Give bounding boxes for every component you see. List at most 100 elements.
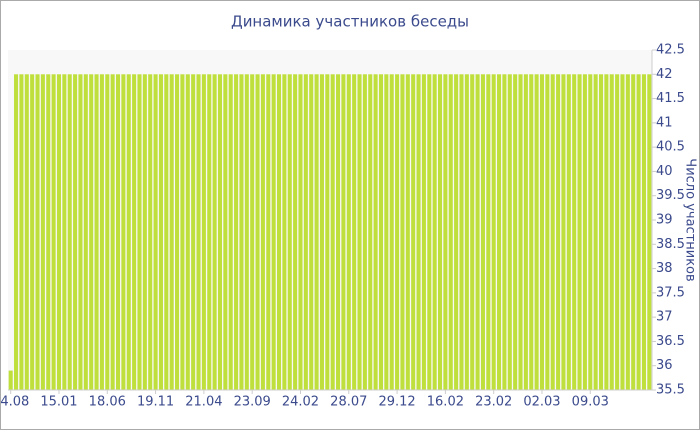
- bar: [513, 74, 518, 391]
- x-tick-label: 29.12: [378, 395, 415, 410]
- bar: [223, 74, 228, 391]
- bar: [470, 74, 475, 391]
- bar: [115, 74, 121, 391]
- chart-title: Динамика участников беседы: [231, 13, 469, 31]
- bar: [604, 74, 609, 391]
- bar: [534, 74, 539, 391]
- bar: [615, 74, 620, 391]
- bar: [51, 74, 56, 391]
- bar: [459, 74, 464, 391]
- bar: [19, 74, 24, 391]
- y-tick-label: 37: [656, 310, 673, 325]
- bar: [352, 74, 357, 391]
- bar: [35, 74, 40, 391]
- bar: [625, 74, 630, 391]
- bar: [362, 74, 367, 391]
- bar: [384, 74, 389, 391]
- plot-area: [8, 50, 652, 390]
- bar: [556, 74, 561, 391]
- x-tick-label: 15.01: [40, 395, 77, 410]
- bar: [421, 74, 426, 391]
- bar: [636, 74, 641, 391]
- bar: [550, 74, 555, 391]
- bar: [598, 74, 604, 391]
- bar: [250, 74, 255, 391]
- bar: [196, 74, 201, 391]
- y-tick-label: 36: [656, 358, 673, 373]
- bar: [464, 74, 469, 391]
- bar: [572, 74, 577, 391]
- bar: [641, 74, 646, 391]
- y-tick-label: 39.5: [656, 188, 685, 203]
- bar: [217, 74, 223, 391]
- bar: [561, 74, 566, 391]
- bar: [448, 74, 453, 391]
- bar: [293, 74, 298, 391]
- bar: [73, 74, 78, 391]
- bar: [30, 74, 35, 391]
- bar: [395, 74, 400, 391]
- bar: [287, 74, 292, 391]
- bar: [620, 74, 625, 391]
- y-tick-label: 36.5: [656, 334, 685, 349]
- y-tick-label: 41: [656, 115, 673, 130]
- x-tick-label: 28.07: [330, 395, 367, 410]
- x-tick-label: 23.02: [475, 395, 512, 410]
- y-tick-label: 40.5: [656, 140, 685, 155]
- bar: [148, 74, 153, 391]
- bar: [180, 74, 185, 391]
- bar: [389, 74, 394, 391]
- bar: [539, 74, 545, 391]
- bar: [609, 74, 614, 391]
- x-tick-label: 21.04: [185, 395, 222, 410]
- x-tick-label: 09.03: [572, 395, 609, 410]
- bar: [427, 74, 432, 391]
- bar: [631, 74, 636, 391]
- bar: [416, 74, 421, 391]
- bar: [582, 74, 587, 391]
- bar: [14, 74, 19, 391]
- bar: [271, 74, 276, 391]
- bar: [99, 74, 104, 391]
- bar: [89, 74, 94, 391]
- bar: [282, 74, 287, 391]
- bar: [266, 74, 271, 391]
- bar: [346, 74, 351, 391]
- bar: [153, 74, 158, 391]
- bar: [336, 74, 341, 391]
- bar: [400, 74, 405, 391]
- y-tick-label: 37.5: [656, 285, 685, 300]
- x-tick-label: 16.02: [427, 395, 464, 410]
- bar: [137, 74, 142, 391]
- bar: [105, 74, 110, 391]
- bar: [201, 74, 206, 391]
- bar: [169, 74, 174, 391]
- bar: [368, 74, 373, 391]
- bar: [46, 74, 51, 391]
- bar: [185, 74, 190, 391]
- bar: [132, 74, 137, 391]
- bar: [78, 74, 83, 391]
- bar: [234, 74, 239, 391]
- bar: [577, 74, 582, 391]
- bar: [314, 74, 319, 391]
- x-tick-label: 18.06: [89, 395, 126, 410]
- bar: [67, 74, 72, 391]
- bar: [443, 74, 448, 391]
- bar: [191, 74, 196, 391]
- bar: [298, 74, 303, 391]
- bar: [411, 74, 416, 391]
- y-axis-label: Число участников: [683, 158, 698, 281]
- bar: [502, 74, 507, 391]
- bar: [8, 370, 13, 390]
- x-tick-label: 19.11: [137, 395, 174, 410]
- bar: [276, 74, 282, 391]
- bar: [142, 74, 147, 391]
- bar: [405, 74, 410, 391]
- bar: [319, 74, 324, 391]
- bar: [497, 74, 502, 391]
- bar: [94, 74, 99, 391]
- y-tick-label: 38: [656, 261, 673, 276]
- bar: [432, 74, 437, 391]
